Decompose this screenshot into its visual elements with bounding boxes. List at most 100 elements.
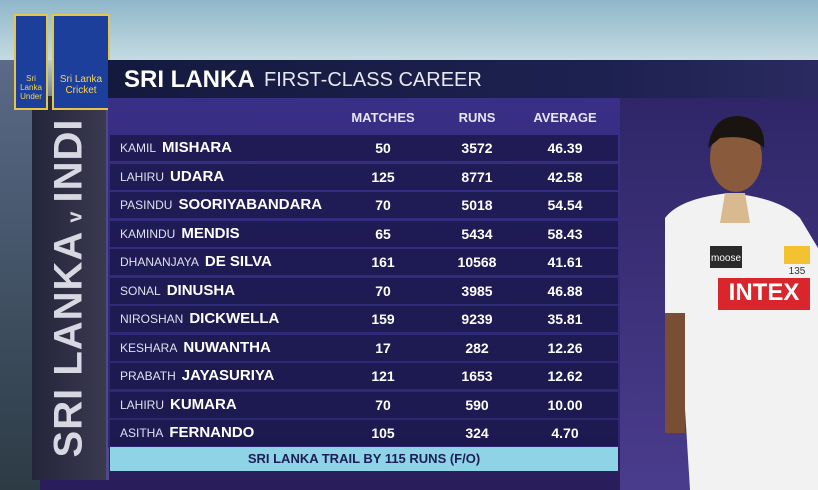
team1: SRI LANKA [46, 230, 91, 458]
column-header: MATCHES [351, 110, 415, 125]
stat-matches: 70 [375, 396, 391, 413]
stat-runs: 3985 [461, 282, 493, 299]
sponsor-text: INTEX [729, 279, 800, 306]
last-name: KUMARA [170, 395, 237, 413]
table-row: NIROSHAN DICKWELLA 159 9239 35.81 [110, 306, 618, 332]
last-name: JAYASURIYA [181, 367, 275, 384]
stat-runs: 5434 [461, 225, 493, 242]
footer-banner: SRI LANKA TRAIL BY 115 RUNS (F/O) [110, 447, 618, 471]
stat-runs: 282 [465, 339, 489, 356]
player-name: ASITHA FERNANDO [120, 420, 254, 446]
player-name: NIROSHAN DICKWELLA [120, 306, 279, 332]
last-name: DINUSHA [166, 281, 236, 299]
stat-runs: 9239 [461, 311, 493, 327]
brand-text: moose [711, 253, 741, 264]
stat-matches: 50 [375, 140, 391, 156]
stat-runs: 5018 [461, 197, 493, 213]
player-image: INTEX moose 135 [665, 116, 818, 490]
stat-average: 4.70 [551, 425, 579, 441]
column-header: AVERAGE [533, 110, 597, 125]
first-name: LAHIRU [120, 397, 165, 412]
header-bar [108, 60, 818, 98]
first-name: LAHIRU [120, 169, 165, 184]
flag-badge [784, 246, 810, 264]
player-name: KAMIL MISHARA [120, 135, 232, 161]
player-shirt [665, 193, 818, 490]
table-row: LAHIRU KUMARA 70 590 10.00 [110, 391, 618, 418]
table-row: PASINDU SOORIYABANDARA 70 5018 54.54 [110, 192, 618, 218]
team2: INDI [46, 118, 91, 203]
stat-average: 42.58 [547, 168, 583, 185]
logo-main: Sri Lanka Cricket [52, 14, 110, 110]
stat-matches: 159 [371, 311, 395, 327]
sponsor-patch [718, 278, 810, 310]
stat-average: 12.62 [547, 368, 583, 384]
last-name: DE SILVA [204, 253, 272, 270]
stat-runs: 10568 [457, 254, 497, 270]
stat-runs: 590 [465, 396, 489, 413]
table-row: SONAL DINUSHA 70 3985 46.88 [110, 277, 618, 304]
stat-runs: 8771 [461, 168, 493, 185]
stat-runs: 324 [465, 425, 489, 441]
player-name: PRABATH JAYASURIYA [120, 363, 274, 389]
player-neck [720, 193, 750, 223]
stat-average: 12.26 [547, 339, 583, 356]
player-name: PASINDU SOORIYABANDARA [120, 192, 322, 218]
logo-left: Sri Lanka Under [14, 14, 48, 110]
first-name: DHANANJAYA [120, 255, 199, 269]
last-name: UDARA [170, 167, 225, 185]
stat-average: 58.43 [547, 225, 583, 242]
player-arm [665, 313, 685, 433]
stat-average: 41.61 [547, 254, 583, 270]
stat-runs: 3572 [461, 140, 493, 156]
player-head [710, 124, 762, 192]
stat-matches: 161 [371, 254, 395, 270]
first-name: ASITHA [120, 426, 164, 440]
stat-matches: 17 [375, 339, 391, 356]
stat-average: 35.81 [547, 311, 583, 327]
logo: Sri Lanka Under Sri Lanka Cricket [14, 14, 110, 110]
player-name: DHANANJAYA DE SILVA [120, 249, 272, 275]
stat-average: 54.54 [547, 197, 583, 213]
last-name: SOORIYABANDARA [178, 196, 323, 213]
first-name: NIROSHAN [120, 312, 184, 326]
column-header: RUNS [458, 110, 496, 125]
last-name: MISHARA [162, 139, 233, 156]
stat-matches: 125 [371, 168, 395, 185]
table-row: LAHIRU UDARA 125 8771 42.58 [110, 163, 618, 190]
player-name: KESHARA NUWANTHA [120, 335, 271, 361]
last-name: MENDIS [181, 224, 240, 242]
first-name: KAMIL [120, 141, 157, 155]
table-row: KESHARA NUWANTHA 17 282 12.26 [110, 334, 618, 361]
stat-average: 46.39 [547, 140, 583, 156]
table-row: ASITHA FERNANDO 105 324 4.70 [110, 420, 618, 446]
side-banner [32, 96, 109, 480]
stat-average: 46.88 [547, 282, 583, 299]
first-name: KESHARA [120, 340, 178, 355]
player-name: LAHIRU UDARA [120, 164, 224, 190]
brand-patch [710, 246, 742, 268]
stat-matches: 70 [375, 197, 391, 213]
player-name: KAMINDU MENDIS [120, 221, 240, 247]
player-name: LAHIRU KUMARA [120, 392, 237, 418]
player-name: SONAL DINUSHA [120, 278, 235, 304]
table-row: DHANANJAYA DE SILVA 161 10568 41.61 [110, 249, 618, 275]
first-name: SONAL [120, 283, 161, 298]
header-subtitle: FIRST-CLASS CAREER [264, 69, 482, 91]
stat-matches: 70 [375, 282, 391, 299]
first-name: PRABATH [120, 369, 176, 383]
player-hair [708, 116, 765, 148]
table-row: KAMIL MISHARA 50 3572 46.39 [110, 135, 618, 161]
first-name: KAMINDU [120, 226, 176, 241]
cap-number: 135 [789, 266, 806, 277]
table-row: PRABATH JAYASURIYA 121 1653 12.62 [110, 363, 618, 389]
versus: v [64, 210, 87, 223]
table-row: KAMINDU MENDIS 65 5434 58.43 [110, 220, 618, 247]
stat-average: 10.00 [547, 396, 583, 413]
last-name: NUWANTHA [183, 338, 271, 356]
stat-matches: 105 [371, 425, 395, 441]
last-name: DICKWELLA [189, 310, 280, 327]
stat-runs: 1653 [461, 368, 493, 384]
last-name: FERNANDO [169, 424, 255, 441]
